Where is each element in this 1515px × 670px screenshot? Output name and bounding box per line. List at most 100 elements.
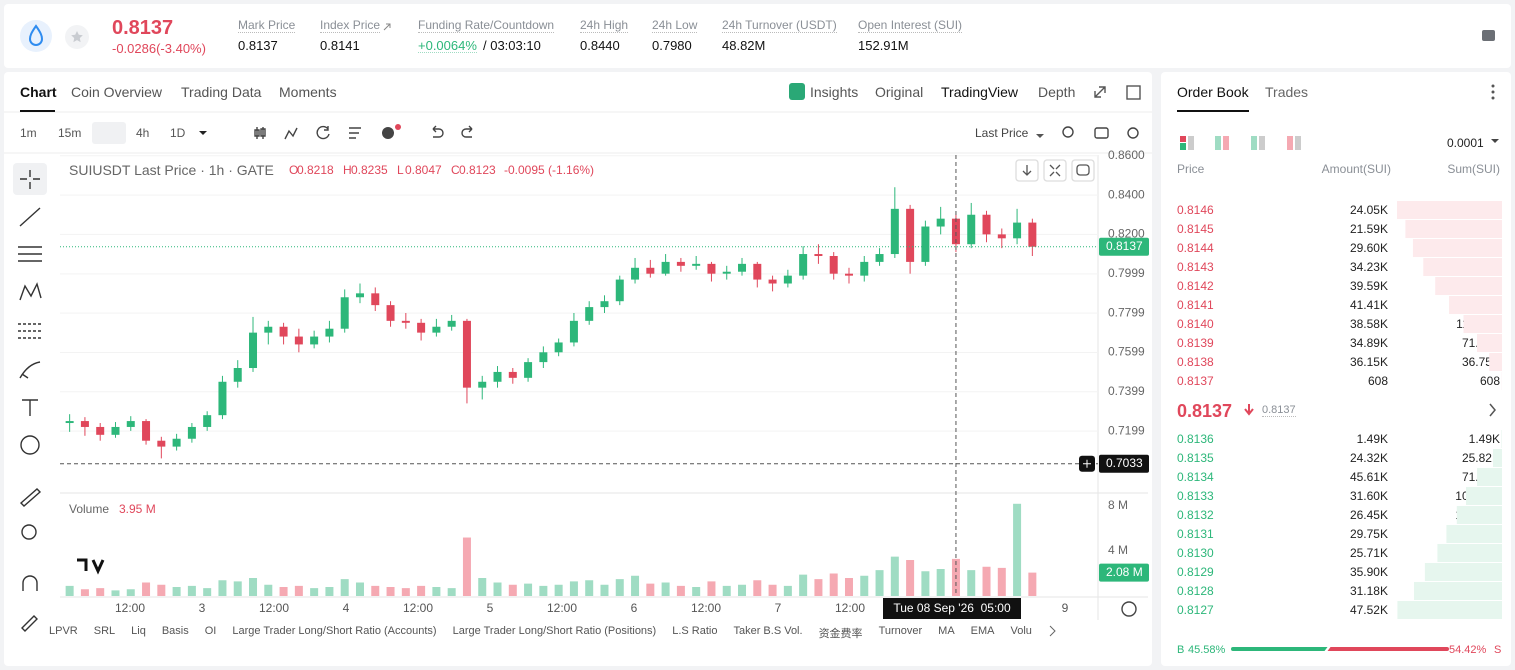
undo-icon[interactable] xyxy=(432,125,444,138)
template-icon[interactable] xyxy=(349,127,361,139)
window-icon[interactable] xyxy=(1126,85,1141,100)
chart-tab[interactable]: Coin Overview xyxy=(71,84,163,100)
indicator[interactable]: L.S Ratio xyxy=(672,625,718,637)
lock-tool[interactable] xyxy=(21,615,38,632)
interval[interactable]: 1m xyxy=(20,126,37,140)
ob-amount: 24.05K xyxy=(1349,203,1388,217)
trendline-tool[interactable] xyxy=(19,207,41,227)
chart-tab[interactable]: Chart xyxy=(20,84,57,100)
view-tab[interactable]: Depth xyxy=(1038,84,1076,100)
ai-icon[interactable] xyxy=(789,83,805,100)
ob-amount: 45.61K xyxy=(1349,470,1388,484)
trades-link[interactable] xyxy=(1489,403,1496,417)
collapse-button[interactable] xyxy=(1043,159,1067,182)
ob-price[interactable]: 0.8136 xyxy=(1177,432,1214,446)
brush-tool[interactable] xyxy=(19,361,41,379)
interval[interactable]: 15m xyxy=(58,126,82,140)
reset-button[interactable] xyxy=(1071,159,1095,182)
interval-dropdown[interactable] xyxy=(199,131,207,135)
price-type[interactable]: Last Price xyxy=(975,126,1029,140)
book-icon[interactable] xyxy=(1482,30,1495,41)
indicator[interactable]: Turnover xyxy=(878,625,923,637)
zoom-tool[interactable] xyxy=(21,524,37,540)
indicator[interactable]: LPVR xyxy=(49,625,78,637)
ohlc-label: O xyxy=(289,163,299,177)
collapse-icon xyxy=(1049,164,1061,177)
interval[interactable]: 4h xyxy=(136,126,150,140)
search-icon[interactable] xyxy=(1062,126,1074,138)
indicators-next[interactable] xyxy=(1049,625,1056,637)
ob-price[interactable]: 0.8144 xyxy=(1177,241,1214,255)
chart-tab[interactable]: Trading Data xyxy=(181,84,262,100)
indicator[interactable]: EMA xyxy=(970,625,995,637)
projection-tool[interactable] xyxy=(18,323,42,339)
ob-tab[interactable]: Order Book xyxy=(1177,84,1249,100)
view-tab[interactable]: TradingView xyxy=(941,84,1019,100)
volume-tick-label: 8 M xyxy=(1108,498,1128,512)
replay-icon[interactable] xyxy=(316,125,330,140)
ob-price[interactable]: 0.8135 xyxy=(1177,451,1214,465)
candle-type-icon[interactable] xyxy=(254,127,266,139)
ob-price[interactable]: 0.8130 xyxy=(1177,546,1214,560)
ob-price[interactable]: 0.8132 xyxy=(1177,508,1214,522)
interval[interactable]: 1D xyxy=(170,126,186,140)
indicator[interactable]: Large Trader Long/Short Ratio (Accounts) xyxy=(232,625,437,637)
layout-icon-part[interactable] xyxy=(1215,136,1221,150)
text-tool[interactable] xyxy=(22,399,38,416)
ob-price[interactable]: 0.8129 xyxy=(1177,565,1214,579)
view-tab[interactable]: Original xyxy=(875,84,924,100)
indicator[interactable]: OI xyxy=(204,625,217,637)
indicator[interactable]: Large Trader Long/Short Ratio (Positions… xyxy=(452,625,657,637)
fib-tool[interactable] xyxy=(18,246,42,262)
ob-price[interactable]: 0.8138 xyxy=(1177,355,1214,369)
camera-icon[interactable] xyxy=(1094,127,1109,139)
ob-price[interactable]: 0.8145 xyxy=(1177,222,1214,236)
candle-body xyxy=(646,267,655,274)
volume-bar xyxy=(111,590,120,596)
ob-price[interactable]: 0.8143 xyxy=(1177,260,1214,274)
ob-price[interactable]: 0.8141 xyxy=(1177,298,1214,312)
ob-price[interactable]: 0.8139 xyxy=(1177,336,1214,350)
indicator[interactable]: MA xyxy=(938,625,955,637)
ob-price[interactable]: 0.8131 xyxy=(1177,527,1214,541)
redo-icon[interactable] xyxy=(461,125,473,138)
indicator-icon[interactable] xyxy=(284,127,298,140)
ob-price[interactable]: 0.8142 xyxy=(1177,279,1214,293)
settings-icon[interactable] xyxy=(1127,127,1139,139)
ob-price[interactable]: 0.8146 xyxy=(1177,203,1214,217)
layout-icon-part[interactable] xyxy=(1251,136,1257,150)
indicator[interactable]: Taker B.S Vol. xyxy=(733,625,803,637)
ob-price[interactable]: 0.8133 xyxy=(1177,489,1214,503)
precision-dropdown[interactable] xyxy=(1491,139,1499,143)
layout-icon-part[interactable] xyxy=(1180,136,1186,142)
indicator[interactable]: 资金费率 xyxy=(818,628,863,640)
axis-settings-icon[interactable] xyxy=(1121,601,1137,617)
crosshair-tool-bg[interactable] xyxy=(13,163,47,195)
indicator[interactable]: Basis xyxy=(161,625,189,637)
view-tab[interactable]: Insights xyxy=(810,84,859,100)
ob-price[interactable]: 0.8127 xyxy=(1177,603,1214,617)
ruler-tool[interactable] xyxy=(19,488,42,507)
pattern-tool[interactable] xyxy=(19,282,42,301)
ob-tab[interactable]: Trades xyxy=(1265,84,1309,100)
more-menu[interactable] xyxy=(1491,84,1495,100)
ob-price[interactable]: 0.8140 xyxy=(1177,317,1214,331)
chart-tab[interactable]: Moments xyxy=(279,84,337,100)
layout-icon-part[interactable] xyxy=(1287,136,1293,150)
volume-bar xyxy=(65,585,74,596)
indicator[interactable]: SRL xyxy=(93,625,116,637)
indicator[interactable]: Volu xyxy=(1010,625,1032,637)
y-tick-label: 0.7199 xyxy=(1108,423,1145,437)
crosshair-tool[interactable] xyxy=(20,170,40,189)
ob-price[interactable]: 0.8137 xyxy=(1177,374,1214,388)
precision[interactable]: 0.0001 xyxy=(1447,136,1484,150)
indicator[interactable]: Liq xyxy=(131,625,146,637)
scroll-button[interactable] xyxy=(1015,159,1039,182)
magnet-tool[interactable] xyxy=(22,575,38,591)
emoji-tool[interactable] xyxy=(20,435,40,455)
ob-price[interactable]: 0.8128 xyxy=(1177,584,1214,598)
expand-icon[interactable] xyxy=(1094,86,1106,98)
price-type-dropdown[interactable] xyxy=(1036,134,1044,138)
add-icon[interactable] xyxy=(382,127,394,139)
ob-price[interactable]: 0.8134 xyxy=(1177,470,1214,484)
